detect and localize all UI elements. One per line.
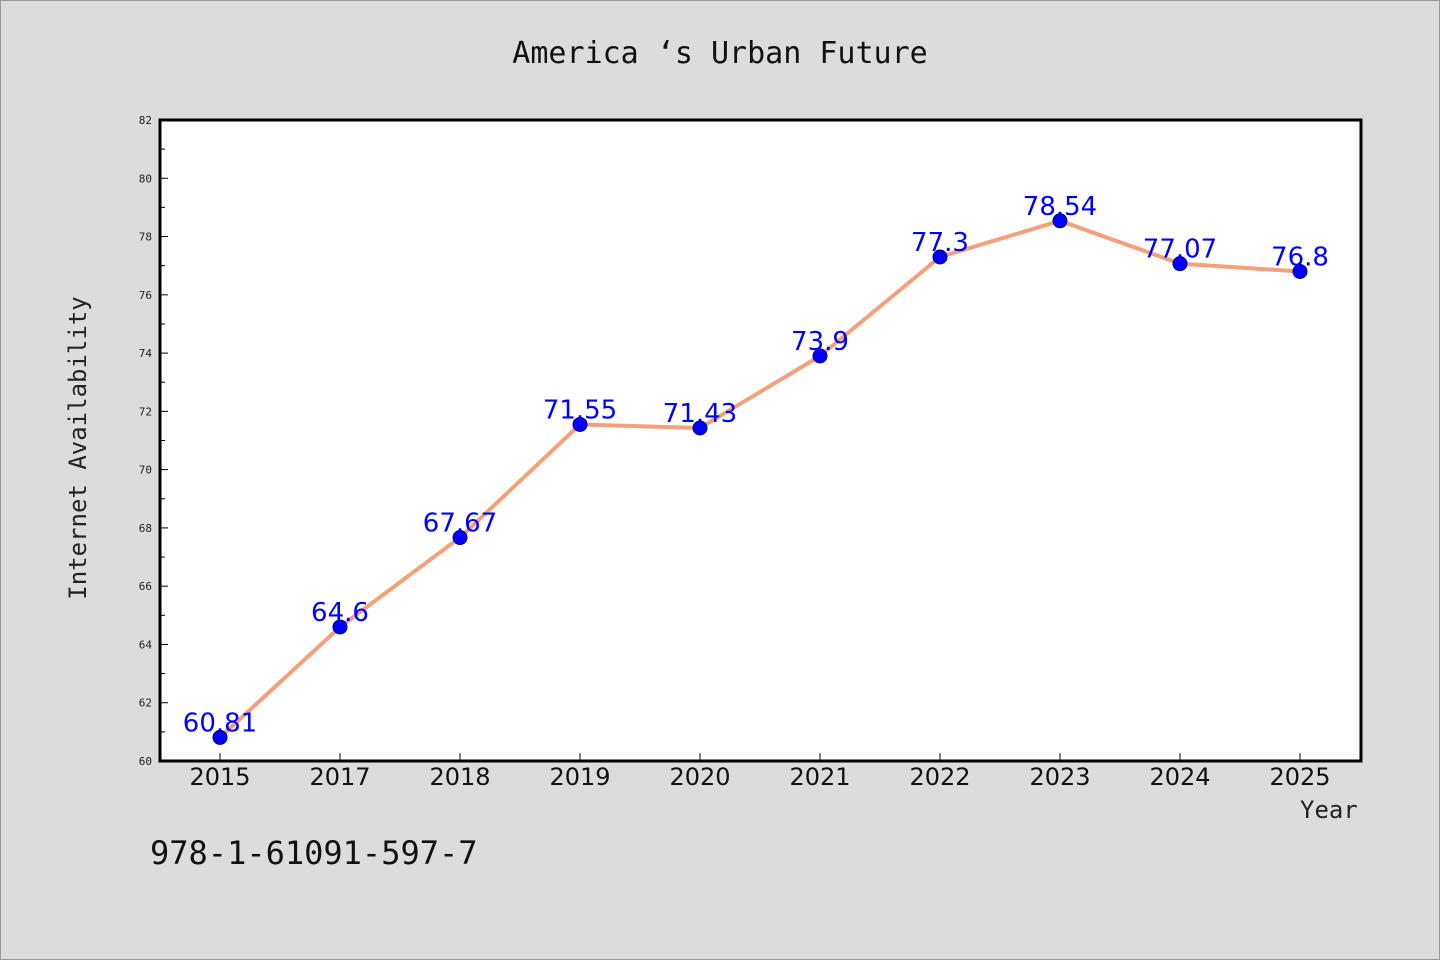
x-tick-label: 2024 <box>1149 763 1210 791</box>
y-tick-label: 72 <box>139 405 152 418</box>
data-labels-group: 60.81 64.6 67.67 71.55 71.43 73.9 77.3 78.54 77.… <box>183 192 1329 739</box>
x-tick-label: 2017 <box>309 763 370 791</box>
data-point-2022 <box>932 249 948 265</box>
chart-title: America ‘s Urban Future <box>512 36 928 71</box>
x-tick-label: 2023 <box>1029 763 1090 791</box>
data-label: 78.54 <box>1023 192 1097 222</box>
data-point-2020 <box>692 420 708 436</box>
isbn-text: 978-1-61091-597-7 <box>150 834 478 872</box>
y-tick-label: 60 <box>139 755 152 768</box>
x-tick-label: 2021 <box>789 763 850 791</box>
y-tick-label: 74 <box>139 347 153 360</box>
y-tick-label: 76 <box>139 289 152 302</box>
data-label: 71.55 <box>543 395 617 425</box>
y-tick-label: 78 <box>139 231 152 244</box>
data-point-2021 <box>812 348 828 364</box>
y-tick-label: 70 <box>139 464 152 477</box>
data-point-2024 <box>1172 256 1188 272</box>
data-label: 71.43 <box>663 399 737 429</box>
data-point-2023 <box>1052 213 1068 229</box>
series-group <box>212 213 1308 745</box>
data-label: 67.67 <box>423 509 497 539</box>
y-tick-label: 64 <box>139 638 153 651</box>
x-axis: 2015 2017 2018 2019 2020 2021 2022 2023 2024 2025 <box>189 753 1331 791</box>
y-tick-label: 82 <box>139 114 152 127</box>
plot-area <box>158 118 1363 763</box>
x-axis-label: Year <box>1300 796 1358 824</box>
x-tick-label: 2018 <box>429 763 490 791</box>
data-point-2017 <box>332 619 348 635</box>
x-tick-label: 2020 <box>669 763 730 791</box>
data-point-2018 <box>452 530 468 546</box>
data-label: 76.8 <box>1271 243 1329 273</box>
x-tick-label: 2025 <box>1269 763 1330 791</box>
data-label: 77.3 <box>911 228 969 258</box>
x-tick-label: 2015 <box>189 763 250 791</box>
data-point-2025 <box>1292 264 1308 280</box>
data-label: 73.9 <box>791 327 849 357</box>
y-tick-label: 68 <box>139 522 152 535</box>
data-point-2019 <box>572 416 588 432</box>
y-tick-label: 62 <box>139 697 152 710</box>
data-point-2015 <box>212 729 228 745</box>
data-label: 64.6 <box>311 598 369 628</box>
y-tick-label: 80 <box>139 172 152 185</box>
series-line <box>218 218 1301 739</box>
y-tick-label: 66 <box>139 580 152 593</box>
y-axis: 60 62 64 66 68 70 72 74 76 78 80 82 <box>139 114 168 768</box>
x-tick-label: 2022 <box>909 763 970 791</box>
x-tick-label: 2019 <box>549 763 610 791</box>
data-label: 60.81 <box>183 708 257 738</box>
data-label: 77.07 <box>1143 235 1217 265</box>
